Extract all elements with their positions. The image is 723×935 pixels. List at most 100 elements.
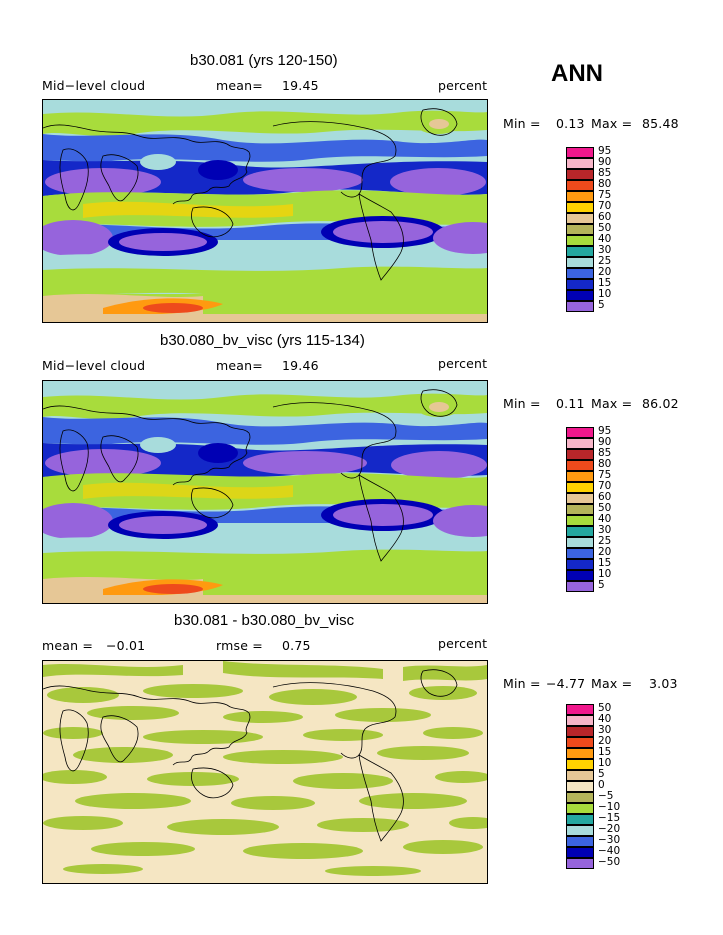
panel3-title: b30.081 - b30.080_bv_visc bbox=[174, 612, 355, 629]
panel1-title: b30.081 (yrs 120-150) bbox=[190, 52, 338, 69]
panel2-min-value: 0.11 bbox=[556, 396, 585, 411]
legend-swatch bbox=[566, 147, 594, 158]
panel3-mean-label: mean = bbox=[42, 638, 94, 653]
panel2-title: b30.080_bv_visc (yrs 115-134) bbox=[160, 332, 365, 349]
legend-level-label: −5 bbox=[598, 790, 614, 802]
legend-level-label: 30 bbox=[598, 724, 612, 736]
panel1-max-label: Max = bbox=[591, 116, 633, 131]
legend-level-label: 20 bbox=[598, 735, 612, 747]
legend-level-label: 75 bbox=[598, 189, 612, 201]
legend-level-label: 90 bbox=[598, 436, 612, 448]
legend-level-label: 70 bbox=[598, 200, 612, 212]
legend-level-label: 80 bbox=[598, 458, 612, 470]
legend-level-label: 25 bbox=[598, 255, 612, 267]
panel1-map bbox=[42, 99, 488, 323]
legend-level-label: 25 bbox=[598, 535, 612, 547]
legend-swatch bbox=[566, 704, 594, 715]
legend-level-label: 75 bbox=[598, 469, 612, 481]
panel2-units: percent bbox=[438, 356, 488, 371]
legend-level-label: 15 bbox=[598, 277, 612, 289]
legend-swatch bbox=[566, 825, 594, 836]
legend-swatch bbox=[566, 158, 594, 169]
legend-level-label: 70 bbox=[598, 480, 612, 492]
legend-swatch bbox=[566, 847, 594, 858]
legend-swatch bbox=[566, 792, 594, 803]
legend-level-label: 15 bbox=[598, 746, 612, 758]
panel3-max-label: Max = bbox=[591, 676, 633, 691]
panel1-units: percent bbox=[438, 78, 488, 93]
panel3-rmse-value: 0.75 bbox=[282, 638, 311, 653]
legend-level-label: −15 bbox=[598, 812, 621, 824]
legend-swatch bbox=[566, 836, 594, 847]
legend-level-label: 60 bbox=[598, 491, 612, 503]
legend-swatch bbox=[566, 570, 594, 581]
panel2-mean-value: 19.46 bbox=[282, 358, 319, 373]
panel1-variable-label: Mid−level cloud bbox=[42, 78, 146, 93]
legend-swatch bbox=[566, 759, 594, 770]
panel3-min-value: −4.77 bbox=[546, 676, 586, 691]
legend-swatch bbox=[566, 169, 594, 180]
legend-level-label: −30 bbox=[598, 834, 621, 846]
legend-swatch bbox=[566, 715, 594, 726]
legend-level-label: 40 bbox=[598, 513, 612, 525]
legend-swatch bbox=[566, 427, 594, 438]
legend-swatch bbox=[566, 301, 594, 312]
legend-swatch bbox=[566, 202, 594, 213]
legend-swatch bbox=[566, 504, 594, 515]
panel1-max-value: 85.48 bbox=[642, 116, 679, 131]
legend-level-label: 20 bbox=[598, 266, 612, 278]
legend-level-label: 10 bbox=[598, 757, 612, 769]
legend-level-label: 50 bbox=[598, 222, 612, 234]
panel2-mean-label: mean= bbox=[216, 358, 263, 373]
legend-swatch bbox=[566, 493, 594, 504]
legend-swatch bbox=[566, 548, 594, 559]
legend-level-label: 85 bbox=[598, 167, 612, 179]
legend-swatch bbox=[566, 737, 594, 748]
panel3-max-value: 3.03 bbox=[649, 676, 678, 691]
legend-level-label: 80 bbox=[598, 178, 612, 190]
legend-level-label: 60 bbox=[598, 211, 612, 223]
legend-swatch bbox=[566, 257, 594, 268]
legend-level-label: 90 bbox=[598, 156, 612, 168]
legend-swatch bbox=[566, 213, 594, 224]
legend-swatch bbox=[566, 290, 594, 301]
legend-level-label: 95 bbox=[598, 145, 612, 157]
panel2-min-label: Min = bbox=[503, 396, 541, 411]
legend-swatch bbox=[566, 279, 594, 290]
legend-swatch bbox=[566, 224, 594, 235]
legend-swatch bbox=[566, 581, 594, 592]
panel3-mean-value: −0.01 bbox=[106, 638, 146, 653]
legend-swatch bbox=[566, 235, 594, 246]
legend-swatch bbox=[566, 526, 594, 537]
panel1-min-value: 0.13 bbox=[556, 116, 585, 131]
legend-swatch bbox=[566, 246, 594, 257]
legend-swatch bbox=[566, 537, 594, 548]
legend-level-label: 15 bbox=[598, 557, 612, 569]
legend-swatch bbox=[566, 748, 594, 759]
legend-swatch bbox=[566, 781, 594, 792]
panel2-max-label: Max = bbox=[591, 396, 633, 411]
legend-level-label: 30 bbox=[598, 244, 612, 256]
legend-level-label: 50 bbox=[598, 702, 612, 714]
legend-level-label: 5 bbox=[598, 299, 605, 311]
legend-swatch bbox=[566, 180, 594, 191]
season-label: ANN bbox=[551, 60, 603, 87]
legend-level-label: 5 bbox=[598, 579, 605, 591]
panel3-legend: 50 40 30 20 15 10 5 0 −5 −10 −15 −20 −30 −40 −50 bbox=[566, 702, 636, 874]
panel1-min-label: Min = bbox=[503, 116, 541, 131]
legend-level-label: −10 bbox=[598, 801, 621, 813]
panel1-legend: 95 90 85 80 75 70 60 50 40 30 25 20 15 10 5 bbox=[566, 145, 626, 317]
legend-swatch bbox=[566, 191, 594, 202]
legend-level-label: 5 bbox=[598, 768, 605, 780]
legend-swatch bbox=[566, 438, 594, 449]
legend-swatch bbox=[566, 268, 594, 279]
panel2-variable-label: Mid−level cloud bbox=[42, 358, 146, 373]
legend-swatch bbox=[566, 460, 594, 471]
legend-swatch bbox=[566, 814, 594, 825]
legend-swatch bbox=[566, 471, 594, 482]
panel3-rmse-label: rmse = bbox=[216, 638, 263, 653]
legend-level-label: −40 bbox=[598, 845, 621, 857]
legend-level-label: 40 bbox=[598, 233, 612, 245]
panel2-max-value: 86.02 bbox=[642, 396, 679, 411]
legend-level-label: 30 bbox=[598, 524, 612, 536]
